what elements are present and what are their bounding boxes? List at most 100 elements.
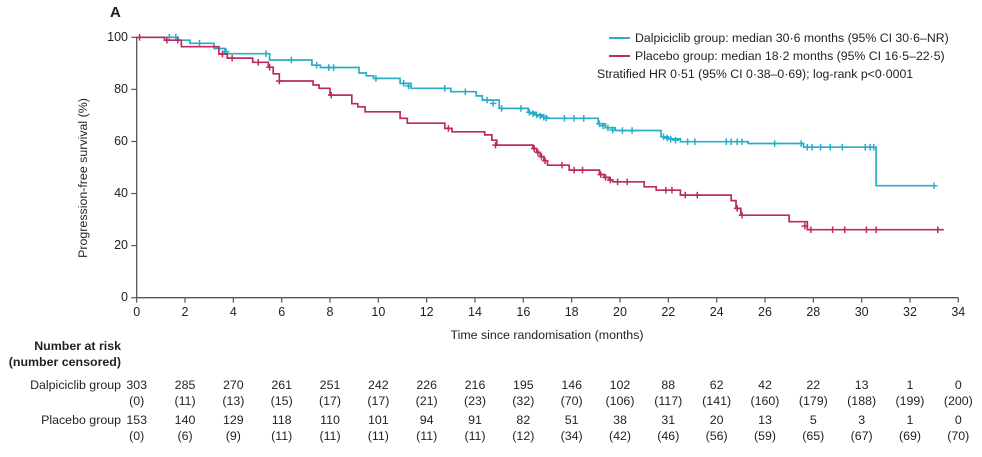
y-tick-label: 60 [114, 133, 128, 148]
risk-count-cell-placebo: 118 [271, 413, 292, 427]
risk-table-header-2: (number censored) [8, 355, 121, 369]
risk-censored-cell-placebo: (9) [225, 429, 241, 443]
risk-count-cell-placebo: 82 [516, 413, 531, 427]
y-tick-label: 40 [114, 186, 128, 201]
risk-count-cell-placebo: 5 [809, 413, 817, 427]
risk-censored-cell-dalpiciclib: (32) [512, 394, 535, 408]
risk-count-cell-placebo: 20 [709, 413, 724, 427]
risk-censored-cell-placebo: (11) [367, 429, 389, 443]
x-tick-label: 30 [854, 305, 869, 319]
x-tick-label: 32 [903, 305, 917, 319]
x-tick-label: 28 [806, 305, 821, 319]
risk-censored-cell-dalpiciclib: (23) [463, 394, 487, 408]
x-tick-label: 26 [758, 305, 772, 319]
legend: Dalpiciclib group: median 30·6 months (9… [597, 29, 949, 83]
risk-count-cell-placebo: 0 [954, 413, 962, 427]
risk-censored-cell-placebo: (11) [464, 429, 486, 443]
risk-count-cell-dalpiciclib: 42 [758, 378, 772, 392]
risk-count-cell-placebo: 3 [858, 413, 866, 427]
risk-censored-cell-dalpiciclib: (199) [895, 394, 925, 408]
risk-count-cell-dalpiciclib: 62 [709, 378, 724, 392]
risk-count-cell-dalpiciclib: 102 [609, 378, 631, 392]
risk-count-cell-placebo: 38 [613, 413, 627, 427]
risk-count-cell-dalpiciclib: 251 [319, 378, 341, 392]
risk-censored-cell-dalpiciclib: (141) [702, 394, 732, 408]
risk-censored-cell-placebo: (67) [850, 429, 873, 443]
x-tick-label: 0 [133, 305, 141, 319]
risk-censored-cell-placebo: (34) [560, 429, 583, 443]
risk-count-cell-placebo: 91 [468, 413, 482, 427]
legend-label-placebo: Placebo group: median 18·2 months (95% C… [635, 49, 945, 63]
placebo-censor-marks [136, 34, 942, 234]
x-tick-label: 20 [613, 305, 627, 319]
risk-count-cell-dalpiciclib: 1 [906, 378, 914, 392]
risk-count-cell-dalpiciclib: 261 [271, 378, 293, 392]
risk-censored-cell-dalpiciclib: (13) [222, 394, 245, 408]
x-tick-label: 12 [419, 305, 434, 319]
risk-row-label-placebo: Placebo group [41, 413, 121, 427]
risk-count-cell-dalpiciclib: 216 [464, 378, 486, 392]
risk-count-cell-placebo: 153 [126, 413, 148, 427]
dalpiciclib-line-swatch [609, 37, 630, 39]
risk-count-cell-placebo: 13 [758, 413, 772, 427]
risk-censored-cell-dalpiciclib: (21) [415, 394, 438, 408]
legend-label-dalpiciclib: Dalpiciclib group: median 30·6 months (9… [635, 31, 949, 45]
risk-censored-cell-placebo: (11) [319, 429, 341, 443]
dalpiciclib-survival-curve [136, 36, 936, 187]
risk-count-cell-placebo: 101 [368, 413, 389, 427]
x-tick-label: 24 [709, 305, 724, 319]
risk-censored-cell-dalpiciclib: (106) [605, 394, 635, 408]
risk-count-cell-dalpiciclib: 285 [174, 378, 196, 392]
risk-censored-cell-placebo: (42) [608, 429, 631, 443]
risk-censored-cell-dalpiciclib: (11) [174, 394, 196, 408]
risk-count-cell-dalpiciclib: 0 [954, 378, 962, 392]
risk-censored-cell-dalpiciclib: (17) [318, 394, 342, 408]
risk-count-cell-dalpiciclib: 88 [661, 378, 676, 392]
risk-count-cell-placebo: 51 [564, 413, 579, 427]
x-tick-label: 8 [326, 305, 334, 319]
x-tick-label: 2 [181, 305, 189, 319]
risk-row-label-dalpiciclib: Dalpiciclib group [30, 378, 121, 392]
risk-censored-cell-placebo: (69) [898, 429, 921, 443]
risk-censored-cell-placebo: (0) [129, 429, 145, 443]
risk-censored-cell-placebo: (65) [802, 429, 825, 443]
risk-censored-cell-placebo: (12) [512, 429, 535, 443]
risk-censored-cell-placebo: (56) [705, 429, 728, 443]
x-tick-label: 34 [951, 305, 966, 319]
y-tick-label: 100 [107, 29, 128, 44]
risk-censored-cell-dalpiciclib: (200) [943, 394, 973, 408]
placebo-line-swatch [609, 55, 630, 57]
risk-censored-cell-placebo: (59) [753, 429, 776, 443]
y-tick-label: 0 [121, 290, 128, 305]
risk-censored-cell-placebo: (11) [271, 429, 293, 443]
risk-censored-cell-dalpiciclib: (179) [798, 394, 828, 408]
placebo-survival-curve [136, 36, 944, 231]
risk-count-cell-placebo: 94 [419, 413, 434, 427]
risk-count-cell-placebo: 140 [174, 413, 196, 427]
risk-count-cell-placebo: 110 [320, 413, 340, 427]
risk-count-cell-dalpiciclib: 146 [561, 378, 582, 392]
risk-count-cell-placebo: 31 [661, 413, 676, 427]
x-tick-label: 16 [516, 305, 531, 319]
x-axis-title: Time since randomisation (months) [450, 328, 644, 342]
risk-count-cell-dalpiciclib: 226 [416, 378, 438, 392]
risk-censored-cell-placebo: (11) [416, 429, 438, 443]
x-tick-label: 10 [371, 305, 386, 319]
risk-censored-cell-dalpiciclib: (160) [750, 394, 780, 408]
risk-count-cell-dalpiciclib: 270 [223, 378, 244, 392]
legend-item-placebo: Placebo group: median 18·2 months (95% C… [609, 47, 949, 65]
risk-count-cell-dalpiciclib: 195 [512, 378, 534, 392]
risk-count-cell-placebo: 1 [906, 413, 914, 427]
x-tick-label: 22 [661, 305, 676, 319]
dalpiciclib-censor-marks [166, 34, 938, 190]
risk-censored-cell-placebo: (70) [947, 429, 970, 443]
risk-censored-cell-dalpiciclib: (17) [367, 394, 390, 408]
risk-censored-cell-placebo: (46) [657, 429, 680, 443]
risk-count-cell-dalpiciclib: 242 [368, 378, 389, 392]
risk-censored-cell-dalpiciclib: (188) [847, 394, 877, 408]
risk-count-cell-dalpiciclib: 22 [806, 378, 821, 392]
x-tick-label: 6 [278, 305, 286, 319]
y-tick-label: 80 [114, 81, 128, 96]
